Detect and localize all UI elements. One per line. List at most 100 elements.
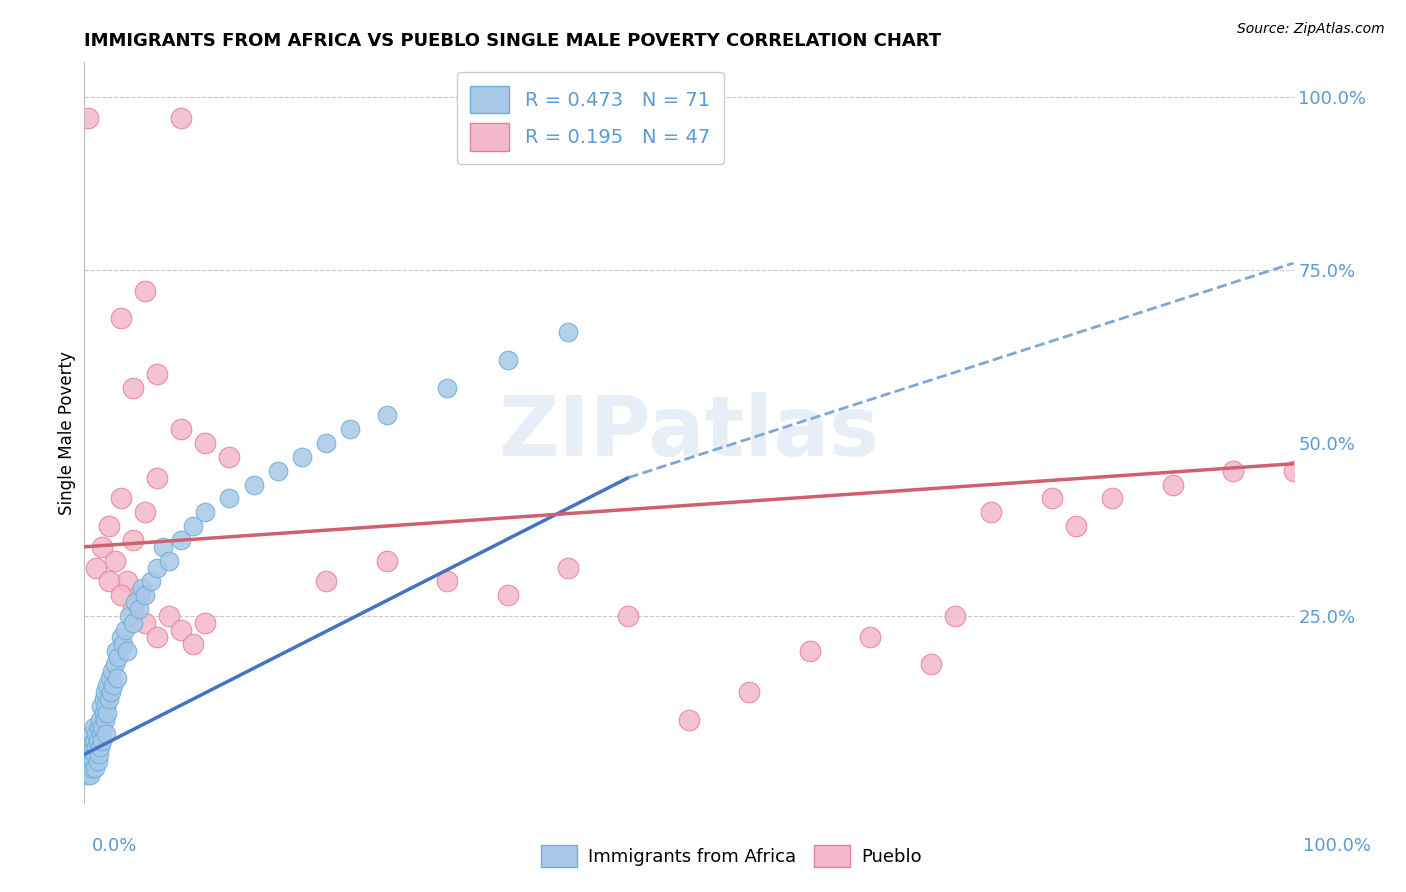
Point [107,650,129,665]
Point [134,284,156,298]
Point [94,726,117,740]
Point [91,720,114,734]
Point [79,768,101,782]
Point [152,540,174,554]
Point [79,747,101,762]
Point [315,574,337,589]
Point [738,685,761,699]
Point [80,761,103,775]
Point [105,671,128,685]
Point [128,588,150,602]
Point [194,505,217,519]
Point [86,740,108,755]
Point [110,491,132,506]
Point [557,560,579,574]
Point [436,574,458,589]
Point [93,692,115,706]
Point [1064,519,1087,533]
Point [170,111,193,125]
Point [157,609,180,624]
Point [291,450,314,464]
Point [89,713,111,727]
Point [86,733,108,747]
Point [94,713,117,727]
Point [86,754,108,768]
Point [139,574,162,589]
Point [77,754,100,768]
Point [678,713,700,727]
Point [87,747,110,762]
Point [100,685,122,699]
Point [1282,464,1305,478]
Text: ZIPatlas: ZIPatlas [499,392,879,473]
Point [94,685,117,699]
Point [97,519,120,533]
Text: 100.0%: 100.0% [1303,837,1371,855]
Point [218,450,240,464]
Point [84,761,107,775]
Point [181,519,204,533]
Point [121,615,143,630]
Point [89,740,111,755]
Point [115,574,138,589]
Point [339,422,361,436]
Point [170,533,193,547]
Point [131,582,153,596]
Y-axis label: Single Male Poverty: Single Male Poverty [58,351,76,515]
Point [90,726,112,740]
Point [134,505,156,519]
Point [115,643,138,657]
Point [91,733,114,747]
Point [112,637,135,651]
Point [496,353,519,368]
Point [114,623,136,637]
Point [157,554,180,568]
Point [90,698,112,713]
Point [1101,491,1123,506]
Point [77,747,100,762]
Point [121,533,143,547]
Point [617,609,640,624]
Point [242,477,264,491]
Point [181,637,204,651]
Point [375,554,398,568]
Point [94,698,117,713]
Point [96,706,118,720]
Point [170,422,193,436]
Point [104,657,127,672]
Point [82,740,104,755]
Legend: R = 0.473   N = 71, R = 0.195   N = 47: R = 0.473 N = 71, R = 0.195 N = 47 [457,72,724,164]
Point [104,643,127,657]
Point [920,657,942,672]
Point [91,540,114,554]
Point [104,554,127,568]
Point [267,464,290,478]
Point [375,409,398,423]
Point [124,595,146,609]
Point [98,671,121,685]
Point [93,706,115,720]
Point [82,754,104,768]
Point [83,720,105,734]
Point [118,609,141,624]
Point [799,643,821,657]
Point [110,311,132,326]
Point [77,761,100,775]
Point [110,630,132,644]
Point [218,491,240,506]
Point [943,609,966,624]
Point [496,588,519,602]
Point [1222,464,1244,478]
Point [76,768,98,782]
Point [194,436,217,450]
Point [86,726,108,740]
Point [77,111,100,125]
Point [121,602,143,616]
Point [80,726,103,740]
Point [87,720,110,734]
Point [557,326,579,340]
Point [170,623,193,637]
Point [980,505,1002,519]
Point [128,602,150,616]
Point [146,560,169,574]
